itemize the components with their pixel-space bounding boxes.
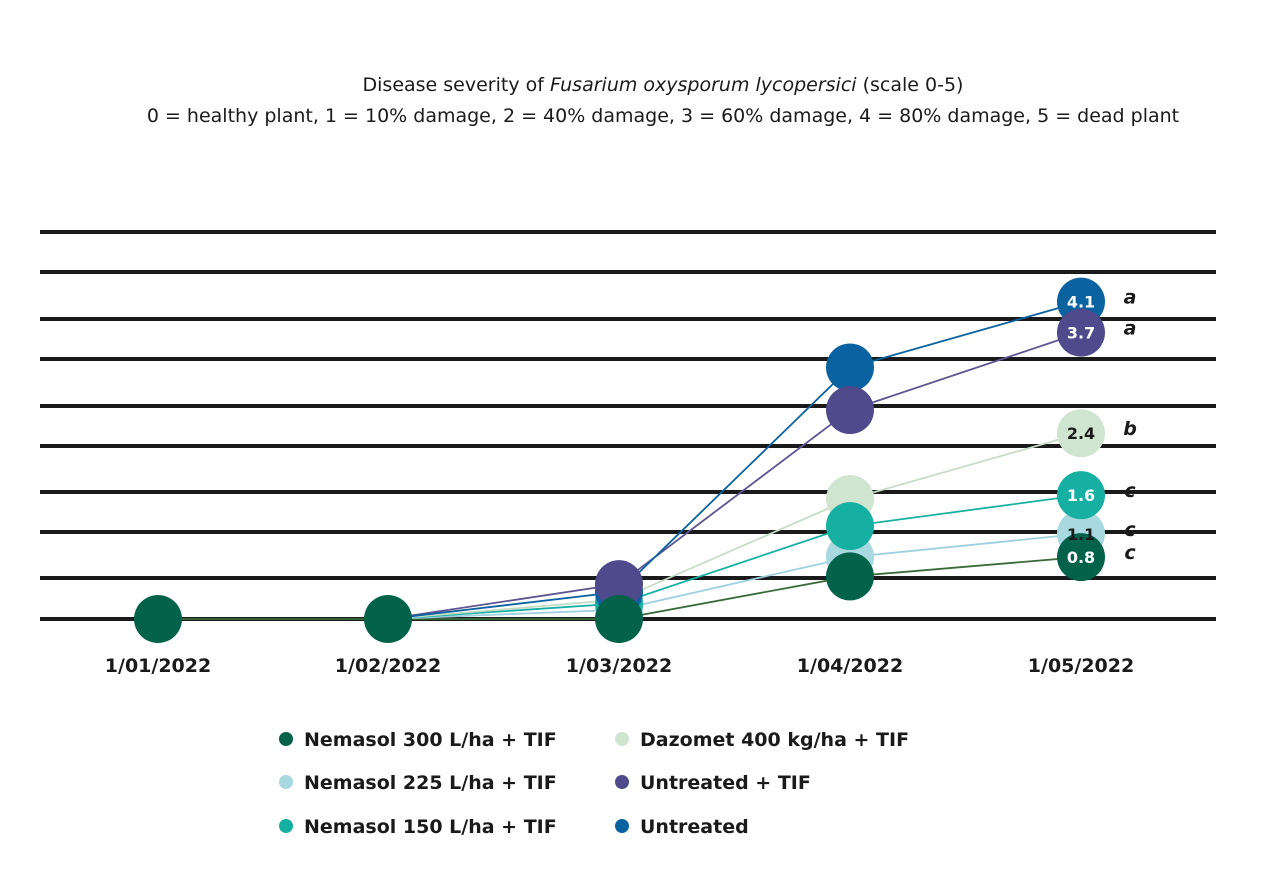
x-tick-label: 1/05/2022	[1028, 655, 1134, 677]
legend-label: Dazomet 400 kg/ha + TIF	[640, 729, 909, 751]
series-line	[387, 494, 1082, 620]
significance-letter: a	[1124, 318, 1137, 340]
data-label: 0.8	[1067, 548, 1095, 567]
series-line	[387, 331, 1082, 620]
data-point	[826, 386, 874, 435]
data-label: 1.6	[1067, 486, 1095, 505]
significance-letter: c	[1124, 519, 1136, 541]
chart-title: Disease severity of Fusarium oxysporum l…	[363, 74, 964, 96]
data-point	[595, 560, 643, 609]
series-points: 0.8 c 1.1 c 1.6 c 2.4 b 3.7 a 4.1 a	[134, 277, 1137, 643]
legend-label: Nemasol 225 L/ha + TIF	[304, 772, 557, 794]
legend-swatch	[279, 819, 293, 833]
legend-swatch	[279, 732, 293, 746]
legend-label: Untreated	[640, 816, 749, 838]
legend-swatch	[279, 775, 293, 789]
significance-letter: a	[1124, 287, 1137, 309]
data-point	[826, 502, 874, 551]
series-line	[387, 300, 1082, 620]
x-axis-tick-labels: 1/01/2022 1/02/2022 1/03/2022 1/04/2022 1/05…	[105, 655, 1134, 677]
significance-letter: b	[1123, 418, 1137, 440]
legend: Nemasol 300 L/ha + TIF Nemasol 225 L/ha +…	[279, 729, 909, 838]
series-lines	[158, 300, 1082, 620]
data-point	[1057, 308, 1105, 357]
series-line	[387, 532, 1082, 620]
legend-label: Untreated + TIF	[640, 772, 811, 794]
data-point	[364, 595, 412, 643]
data-point	[1057, 533, 1105, 582]
significance-letter: c	[1124, 542, 1136, 564]
data-point	[826, 552, 874, 601]
legend-label: Nemasol 300 L/ha + TIF	[304, 729, 557, 751]
data-point	[826, 343, 874, 392]
data-label: 1.1	[1067, 525, 1095, 544]
data-label: 4.1	[1067, 293, 1095, 312]
data-point	[1057, 409, 1105, 458]
data-label: 2.4	[1067, 424, 1095, 443]
data-label: 3.7	[1067, 324, 1095, 343]
data-point	[1057, 471, 1105, 520]
legend-swatch	[615, 732, 629, 746]
x-tick-label: 1/03/2022	[566, 655, 672, 677]
data-point	[134, 595, 182, 643]
x-tick-label: 1/01/2022	[105, 655, 211, 677]
data-point	[595, 595, 643, 643]
series-line	[387, 432, 1082, 620]
significance-letter: c	[1124, 480, 1136, 502]
x-tick-label: 1/04/2022	[797, 655, 903, 677]
chart-subtitle: 0 = healthy plant, 1 = 10% damage, 2 = 4…	[147, 105, 1179, 127]
legend-swatch	[615, 775, 629, 789]
x-tick-label: 1/02/2022	[335, 655, 441, 677]
legend-label: Nemasol 150 L/ha + TIF	[304, 816, 557, 838]
legend-swatch	[615, 819, 629, 833]
